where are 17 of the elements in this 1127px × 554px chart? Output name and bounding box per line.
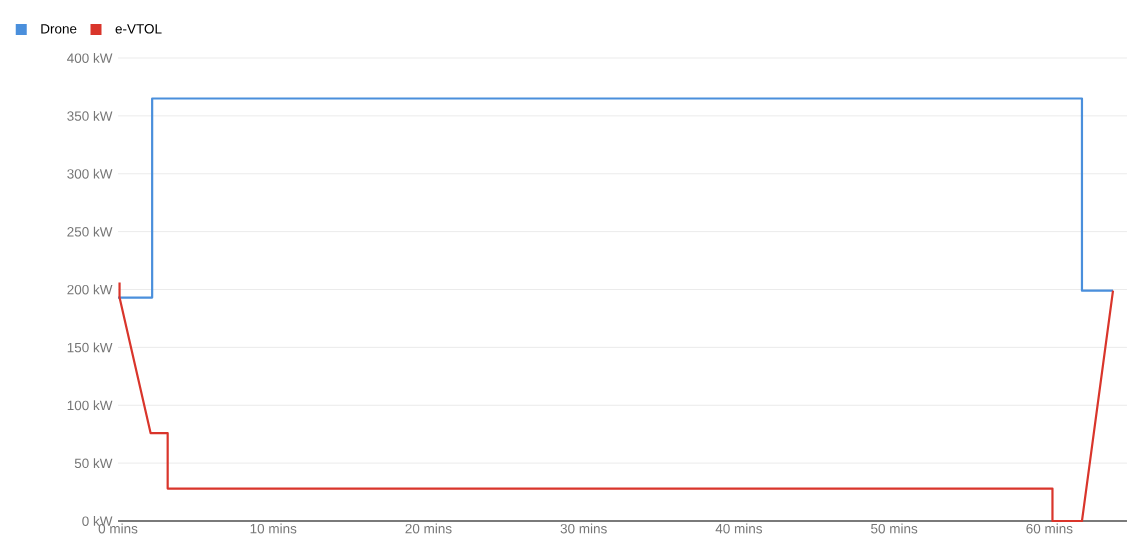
x-tick-label: 30 mins bbox=[560, 523, 607, 534]
line-series bbox=[118, 281, 1115, 523]
y-tick-label: 100 kW bbox=[67, 400, 113, 411]
legend-label: Drone bbox=[41, 24, 77, 34]
x-tick-label: 50 mins bbox=[871, 523, 918, 534]
x-tick-label: 20 mins bbox=[405, 523, 452, 534]
y-tick-label: 200 kW bbox=[67, 284, 113, 295]
y-tick-label: 400 kW bbox=[67, 53, 113, 63]
y-tick-label: 50 kW bbox=[74, 458, 113, 469]
legend-label: e-VTOL bbox=[115, 24, 162, 34]
x-tick-label: 40 mins bbox=[715, 523, 763, 534]
y-tick-label: 150 kW bbox=[67, 342, 113, 353]
y-tick-label: 350 kW bbox=[67, 110, 113, 121]
y-tick-label: 250 kW bbox=[67, 226, 113, 237]
x-tick-label: 10 mins bbox=[250, 523, 297, 534]
x-tick-label: 60 mins bbox=[1026, 523, 1073, 534]
y-tick-label: 300 kW bbox=[67, 168, 113, 179]
